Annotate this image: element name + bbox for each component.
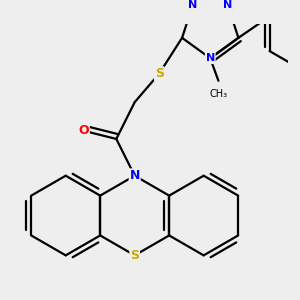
Text: S: S [155, 67, 164, 80]
Text: N: N [188, 0, 197, 10]
Text: O: O [78, 124, 89, 137]
Text: CH₃: CH₃ [209, 89, 227, 99]
Text: N: N [223, 0, 232, 10]
Text: S: S [130, 249, 139, 262]
Text: N: N [130, 169, 140, 182]
Text: N: N [206, 53, 215, 63]
